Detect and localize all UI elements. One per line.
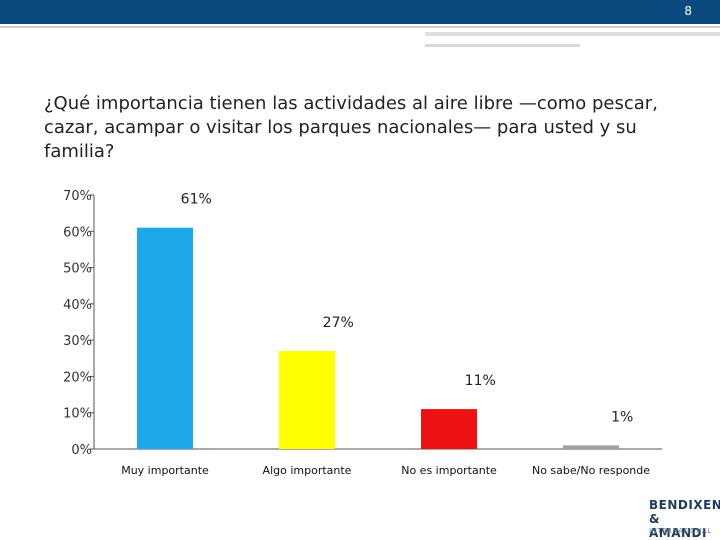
y-tick-label: 50% [63,262,92,277]
logo-line-1: BENDIXEN [649,498,720,512]
slide-question: ¿Qué importancia tienen las actividades … [44,93,658,162]
y-tick-label: 0% [71,443,92,458]
y-tick-label: 70% [63,189,92,204]
y-tick-label: 20% [63,370,92,385]
header-accent-rule [425,32,720,36]
x-category-label: No sabe/No responde [532,464,650,477]
bar-value-label: 1% [611,409,633,425]
bar-value-label: 61% [181,192,212,208]
top-banner: 8 [0,0,720,24]
x-category-label: Muy importante [121,464,209,477]
bar [279,351,335,449]
bar-value-label: 27% [323,315,354,331]
y-tick-label: 60% [63,225,92,240]
page-number: 8 [684,4,692,18]
x-category-label: Algo importante [263,464,352,477]
y-tick-label: 40% [63,298,92,313]
logo-line-2: & AMANDI [649,512,707,540]
bar [563,445,619,449]
header-rule [0,26,720,28]
bar [137,227,193,449]
bar-value-label: 11% [465,373,496,389]
x-category-label: No es importante [401,464,497,477]
y-tick-label: 10% [63,407,92,422]
y-tick-label: 30% [63,334,92,349]
bar [421,409,477,449]
header-accent-rule-short [425,44,580,47]
company-logo: BENDIXEN & AMANDI INTERNATIONAL [649,498,720,540]
logo-line-3: INTERNATIONAL [649,527,712,535]
